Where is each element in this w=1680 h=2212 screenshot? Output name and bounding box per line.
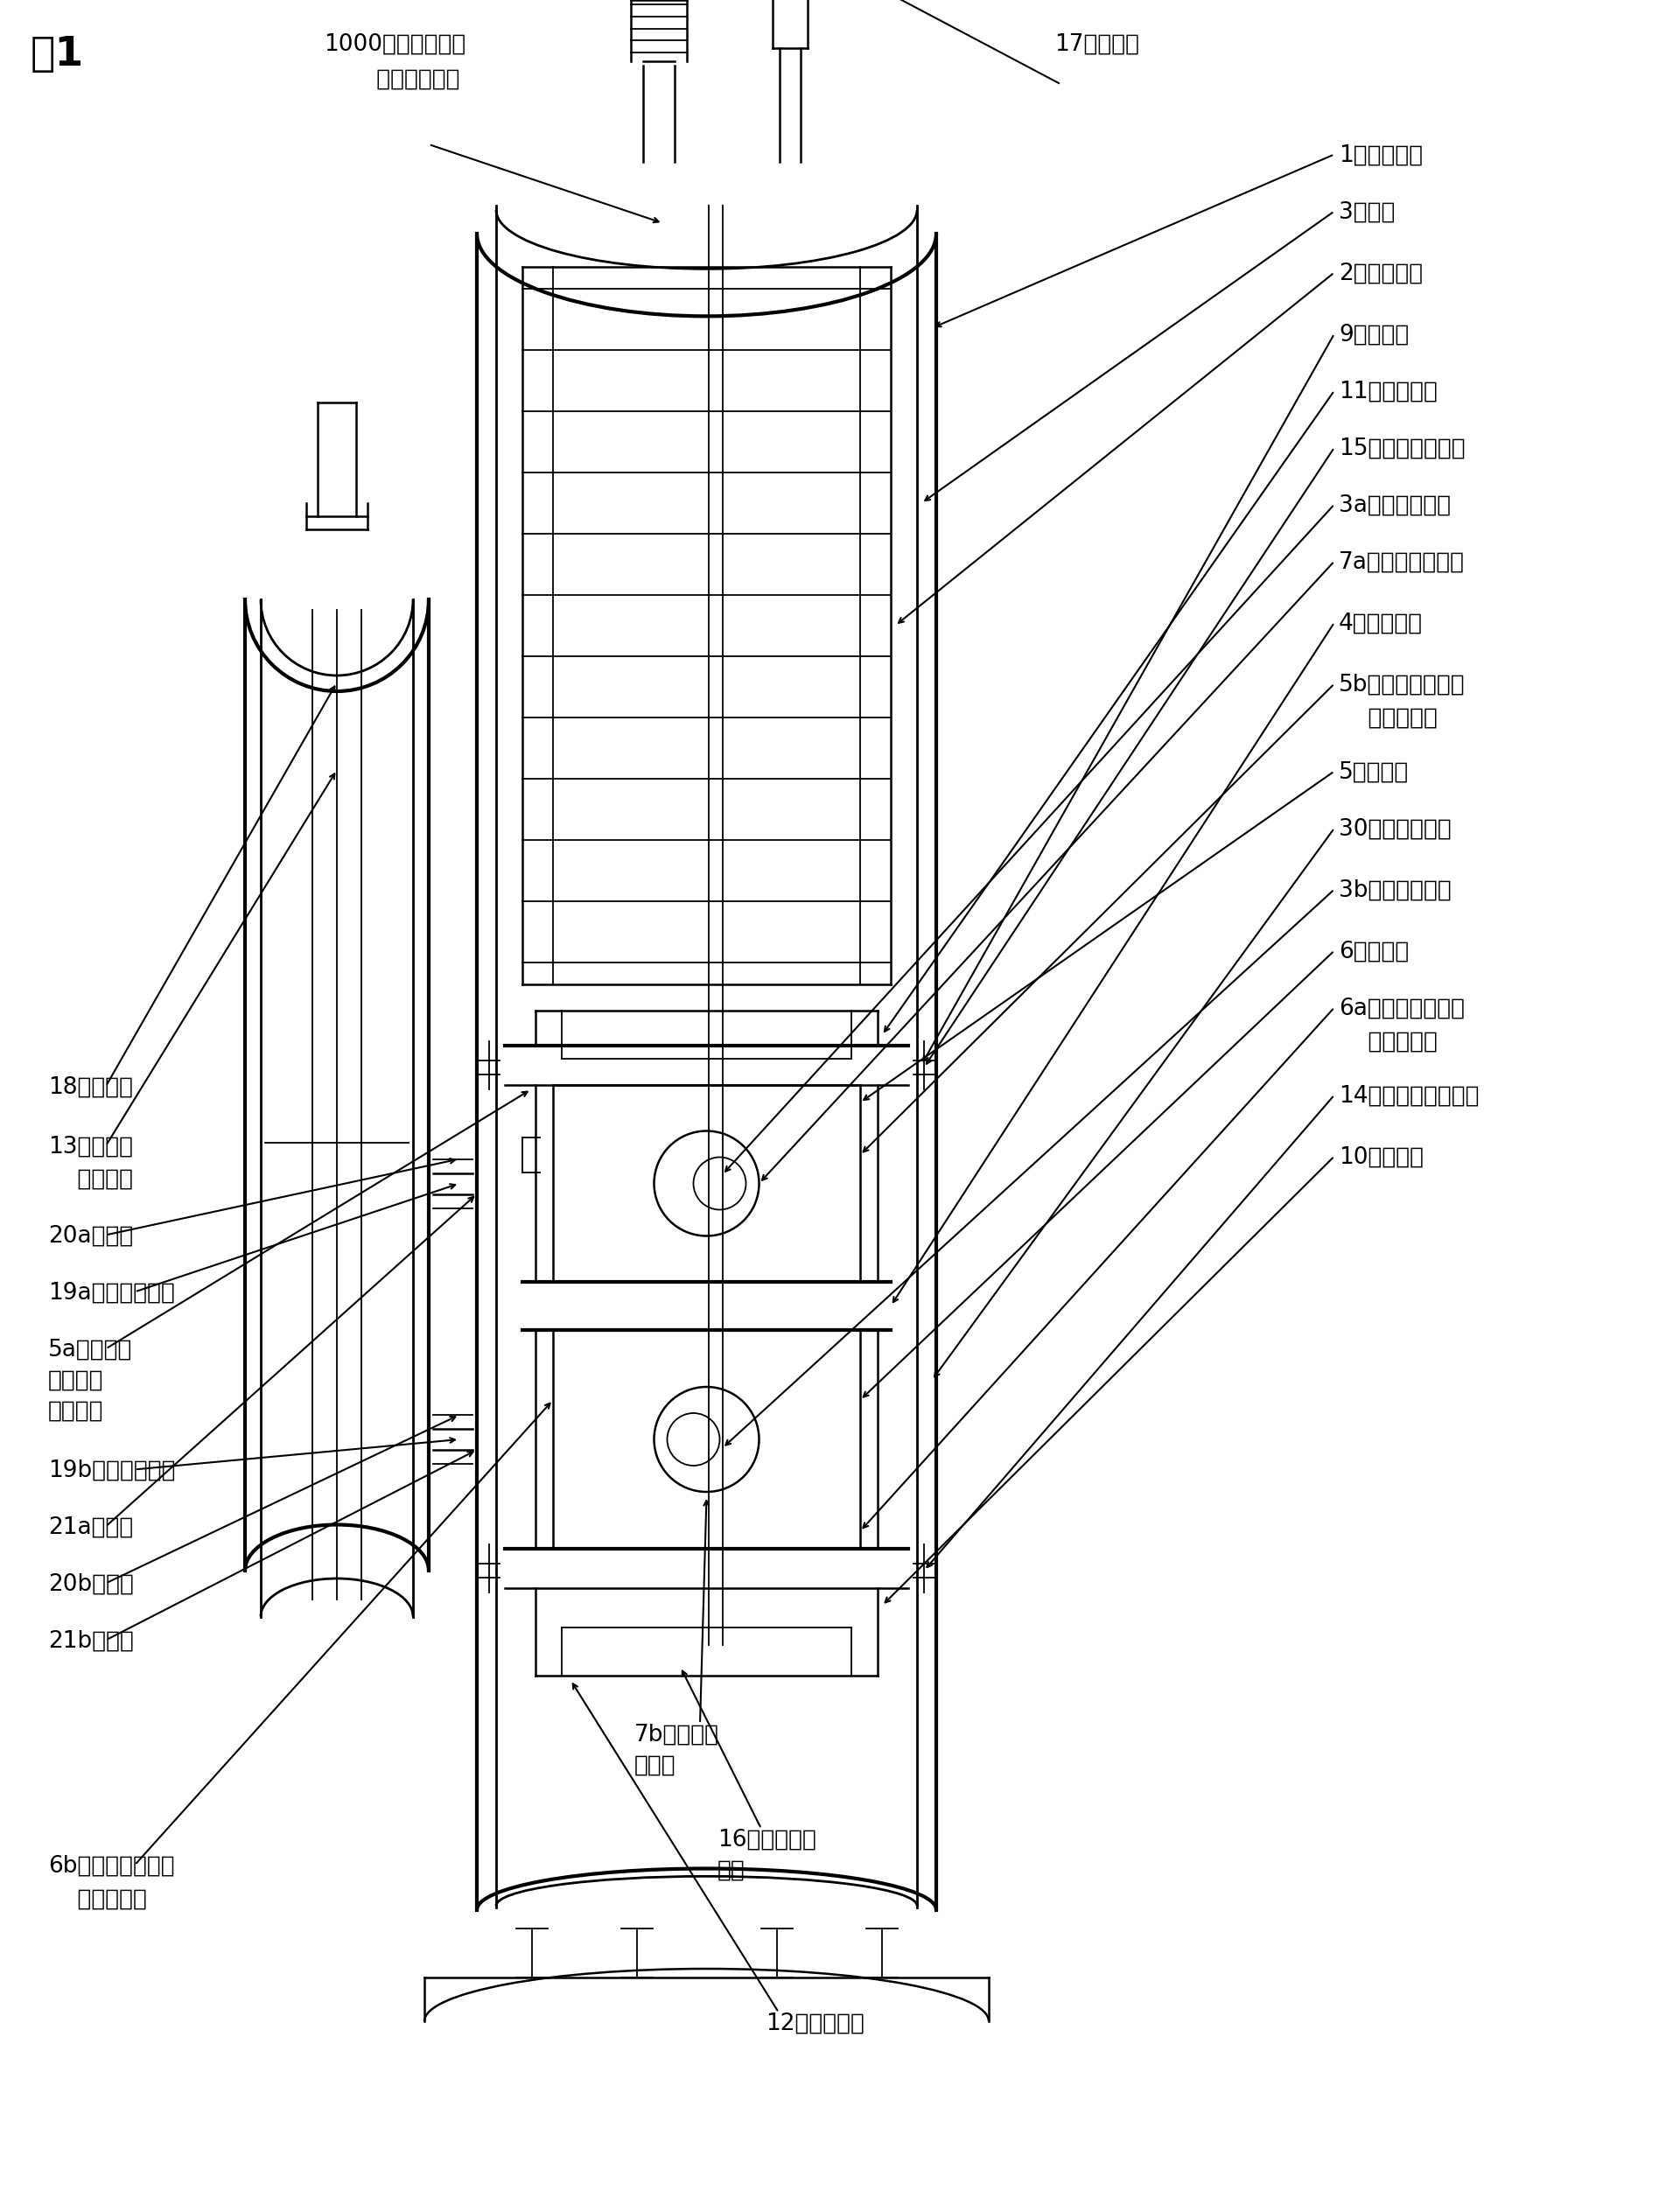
Text: 3a：上侧偏心部: 3a：上侧偏心部 [1339, 493, 1452, 518]
Text: 20a：外管: 20a：外管 [49, 1225, 133, 1248]
Text: 螺栓: 螺栓 [717, 1860, 746, 1882]
Text: 19b：吸入连结管: 19b：吸入连结管 [49, 1460, 175, 1482]
Text: 18：储存器: 18：储存器 [49, 1077, 133, 1099]
Text: 16：下侧贯通: 16：下侧贯通 [717, 1829, 816, 1851]
Text: 上汽缸上: 上汽缸上 [49, 1369, 104, 1391]
Text: 6：下汽缸: 6：下汽缸 [1339, 940, 1410, 964]
Text: 10：下轴承: 10：下轴承 [1339, 1146, 1423, 1168]
Text: 21a：内管: 21a：内管 [49, 1517, 133, 1540]
Text: 3b：下侧偏心部: 3b：下侧偏心部 [1339, 880, 1452, 902]
Text: 连结螺栓: 连结螺栓 [49, 1168, 133, 1190]
Text: 上的钻孔部: 上的钻孔部 [1339, 708, 1438, 730]
Text: 5a：设置在: 5a：设置在 [49, 1338, 133, 1363]
Text: 4：中间隔板: 4：中间隔板 [1339, 613, 1423, 635]
Text: 9：上轴承: 9：上轴承 [1339, 323, 1410, 347]
Text: 图1: 图1 [30, 35, 84, 75]
Text: 19a：吸入连结管: 19a：吸入连结管 [49, 1283, 175, 1305]
Text: 1：密闭容器: 1：密闭容器 [1339, 144, 1423, 168]
Text: 动活塞: 动活塞 [635, 1754, 675, 1776]
Text: 6a：设置在下汽缸: 6a：设置在下汽缸 [1339, 998, 1465, 1020]
Text: 7a：上侧滚动活塞: 7a：上侧滚动活塞 [1339, 551, 1465, 573]
Text: 5b：设置在上汽缸: 5b：设置在上汽缸 [1339, 675, 1465, 697]
Text: 30：压缩机构部: 30：压缩机构部 [1339, 818, 1452, 841]
Text: 上的螺纹部: 上的螺纹部 [1339, 1031, 1438, 1053]
Text: 上的钻孔部: 上的钻孔部 [49, 1889, 146, 1911]
Text: 13：上轴承: 13：上轴承 [49, 1135, 133, 1159]
Text: 6b：设置在下汽缸: 6b：设置在下汽缸 [49, 1856, 175, 1878]
Text: 1000：双缸旋转式: 1000：双缸旋转式 [324, 33, 465, 55]
Text: 5：上汽缸: 5：上汽缸 [1339, 761, 1410, 783]
Text: 14：下轴承连结螺栓: 14：下轴承连结螺栓 [1339, 1086, 1478, 1108]
Text: 7b：下侧滚: 7b：下侧滚 [635, 1723, 719, 1747]
Text: 21b：内管: 21b：内管 [49, 1630, 134, 1652]
Text: 11：上排出罩: 11：上排出罩 [1339, 380, 1438, 403]
Text: 3：曲轴: 3：曲轴 [1339, 201, 1394, 223]
Text: 17：排出管: 17：排出管 [1055, 33, 1139, 55]
Text: 12：下排出罩: 12：下排出罩 [766, 2013, 865, 2035]
Text: 15：上侧贯通螺栓: 15：上侧贯通螺栓 [1339, 438, 1465, 460]
Text: 密闭型压缩机: 密闭型压缩机 [333, 69, 460, 91]
Text: 2：电动元件: 2：电动元件 [1339, 263, 1423, 285]
Text: 的螺纹部: 的螺纹部 [49, 1400, 104, 1422]
Text: 20b：外管: 20b：外管 [49, 1573, 134, 1597]
